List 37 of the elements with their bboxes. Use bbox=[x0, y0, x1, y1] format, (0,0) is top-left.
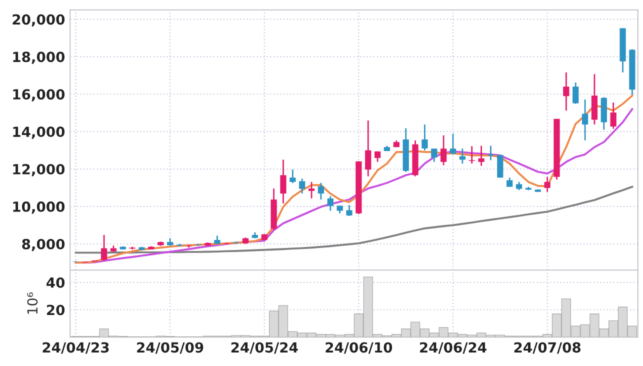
y-tick-label: 14,000 bbox=[13, 126, 65, 139]
candlestick bbox=[422, 124, 428, 152]
x-tick-label: 24/06/10 bbox=[326, 342, 392, 354]
candlestick bbox=[299, 178, 306, 194]
y-tick-label: 18,000 bbox=[13, 52, 65, 64]
candlestick bbox=[346, 204, 352, 217]
y-tick-label: 12,000 bbox=[13, 164, 65, 176]
candlestick bbox=[544, 176, 550, 193]
candlestick bbox=[308, 181, 315, 200]
x-tick-label: 24/05/09 bbox=[137, 342, 204, 354]
candlestick bbox=[318, 182, 324, 200]
y-tick-label: 10,000 bbox=[13, 201, 65, 214]
x-tick-label: 24/05/24 bbox=[231, 342, 298, 354]
candlestick bbox=[327, 195, 334, 212]
y-tick-label: 20,000 bbox=[12, 14, 65, 26]
y-tick-label: 40 bbox=[46, 277, 65, 288]
candlestick bbox=[440, 134, 447, 166]
candlestick bbox=[478, 145, 484, 167]
candlestick bbox=[450, 133, 456, 156]
candlestick bbox=[280, 158, 286, 204]
y-tick-label: 20 bbox=[46, 304, 65, 316]
y-axis-title: 10⁶ bbox=[27, 292, 38, 314]
y-tick-label: 16,000 bbox=[13, 89, 65, 102]
candlestick bbox=[468, 145, 475, 164]
candlestick bbox=[100, 234, 108, 262]
x-tick-label: 24/07/08 bbox=[514, 342, 581, 354]
candlestick bbox=[572, 82, 579, 105]
candlestick bbox=[563, 72, 570, 112]
candlestick bbox=[431, 148, 438, 163]
x-tick-label: 24/06/24 bbox=[420, 342, 486, 354]
y-tick-label: 8,000 bbox=[22, 238, 65, 252]
candlestick bbox=[365, 120, 372, 178]
candlestick bbox=[506, 176, 513, 188]
candlestick bbox=[582, 98, 588, 142]
candlestick bbox=[610, 102, 616, 130]
x-tick-label: 24/04/23 bbox=[42, 342, 109, 354]
candlestick bbox=[290, 168, 296, 184]
